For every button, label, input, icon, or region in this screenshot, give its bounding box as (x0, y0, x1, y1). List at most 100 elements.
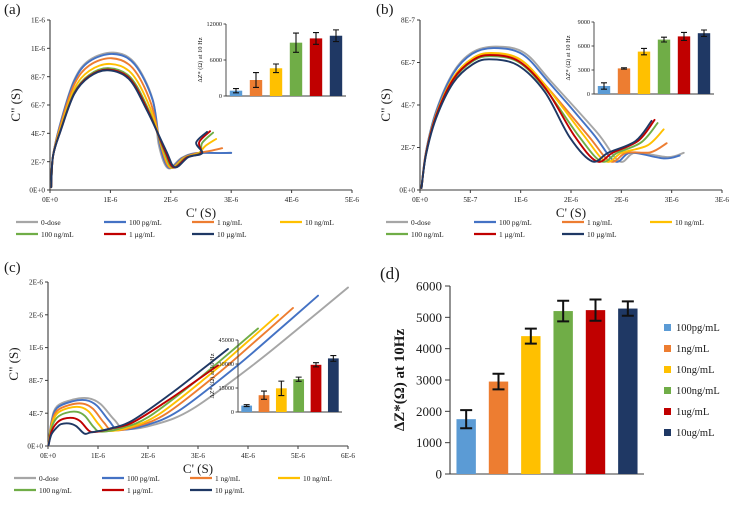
panel-b: (b) 0E+0 2E-7 4E-7 6E-7 8E-7 0E+0 5E-7 1E-6 2E-6… (372, 0, 748, 258)
legend-label: 100 ng/mL (41, 230, 74, 239)
panel-a-chart: 0E+0 2E-7 4E-7 6E-7 8E-7 1E-6 1E-6 0E+0 1E-6 2E-6… (8, 17, 359, 239)
inset-tick-label: 6000 (578, 43, 590, 50)
inset-error-bar (278, 380, 285, 397)
panel-d-label: (d) (380, 264, 400, 283)
x-axis-label: C' (S) (186, 205, 216, 220)
inset-bar (697, 33, 711, 94)
y-tick-label: 1E-6 (29, 344, 43, 352)
series-curve (47, 313, 279, 447)
inset-error-bar (273, 63, 279, 74)
inset-tick-label: 3000 (578, 67, 590, 74)
y-tick-label: 8E-7 (31, 73, 45, 81)
legend-swatch (664, 429, 671, 436)
y-tick-label: 2E-6 (29, 311, 43, 319)
legend-swatch (664, 387, 671, 394)
legend-label: 10 µg/mL (217, 230, 247, 239)
legend-label: 10 ng/mL (303, 474, 332, 483)
panel-d-chart: 0 1000 2000 3000 4000 5000 6000 ΔZ*(Ω) at 10Hz 1… (392, 279, 720, 482)
inset-tick-label: 30000 (219, 361, 234, 368)
x-tick-label: 5E-6 (291, 452, 305, 460)
inset-error-bar (330, 354, 337, 362)
series-curve (47, 348, 229, 447)
inset-tick-label: 45000 (219, 337, 234, 344)
legend-swatch (664, 324, 671, 331)
inset-tick-label: 0 (587, 91, 590, 98)
y-axis-label: ΔZ*(Ω) at 10Hz (392, 329, 408, 432)
y-tick-label: 4000 (416, 341, 442, 356)
series-legend: 0-dose 100 pg/mL 1 ng/mL 10 ng/mL 100 ng/mL 1… (14, 474, 332, 495)
inset-bar-chart: 0 6000 12000 ΔZ* (Ω) at 10 Hz (197, 21, 346, 100)
inset-tick-label: 9000 (578, 19, 590, 26)
x-tick-label: 3E-6 (715, 196, 729, 204)
x-tick-label: 0E+0 (42, 196, 58, 204)
y-tick-label: 8E-7 (29, 377, 43, 385)
panel-b-chart: 0E+0 2E-7 4E-7 6E-7 8E-7 0E+0 5E-7 1E-6 2E-6 2E-6… (378, 17, 729, 239)
x-tick-label: 1E-6 (514, 196, 528, 204)
y-axis-label: C" (S) (6, 347, 21, 380)
inset-error-bar (601, 82, 607, 90)
series-legend: 0-dose 100 pg/mL 1 ng/mL 10 ng/mL 100 ng/mL 1… (16, 218, 334, 239)
y-tick-label: 2E-7 (31, 158, 45, 166)
legend-label: 10ng/mL (676, 365, 715, 376)
x-tick-label: 2E-6 (564, 196, 578, 204)
legend-swatch (664, 366, 671, 373)
y-tick-label: 4E-7 (31, 130, 45, 138)
y-tick-label: 4E-7 (29, 410, 43, 418)
inset-bar (289, 42, 303, 96)
bar (618, 308, 638, 474)
legend-label: 100pg/mL (676, 323, 720, 334)
inset-tick-label: 6000 (210, 57, 222, 64)
inset-error-bar (333, 29, 339, 43)
inset-bar (617, 68, 631, 94)
x-axis-label: C' (S) (183, 461, 213, 476)
bar (521, 336, 541, 474)
inset-bar (327, 358, 339, 412)
inset-tick-label: 15000 (219, 385, 234, 392)
legend-label: 10ug/mL (676, 428, 715, 439)
series-curve (50, 53, 233, 189)
legend-label: 1 µg/mL (499, 230, 525, 239)
inset-error-bar (661, 36, 667, 43)
inset-bar (657, 39, 671, 94)
y-tick-label: 2000 (416, 404, 442, 419)
inset-error-bar (313, 362, 319, 368)
x-tick-label: 1E-6 (91, 452, 105, 460)
y-tick-label: 0 (436, 467, 443, 482)
inset-error-bar (621, 67, 627, 70)
axis-lines (47, 282, 348, 447)
inset-error-bar (295, 376, 302, 382)
x-tick-label: 0E+0 (412, 196, 428, 204)
inset-error-bar (243, 404, 250, 408)
inset-error-bar (701, 29, 707, 37)
inset-bar (275, 388, 287, 412)
legend-label: 1 ng/mL (215, 474, 241, 483)
y-tick-label: 6000 (416, 279, 442, 294)
legend-label: 100ng/mL (676, 386, 720, 397)
x-tick-label: 5E-7 (463, 196, 477, 204)
inset-y-axis-label: ΔZ* (Ω) at 10 Hz (209, 353, 216, 398)
panel-c-chart: 0E+0 4E-7 8E-7 1E-6 2E-6 2E-6 0E+0 1E-6 2E-6 3E-6… (6, 279, 355, 495)
y-tick-label: 0E+0 (27, 443, 43, 451)
x-tick-label: 4E-6 (241, 452, 255, 460)
legend-label: 100 pg/mL (499, 218, 532, 227)
inset-error-bar (293, 32, 299, 53)
inset-error-bar (641, 47, 647, 56)
inset-tick-label: 12000 (207, 21, 222, 28)
y-tick-label: 0E+0 (399, 187, 415, 195)
inset-y-axis-label: ΔZ* (Ω) at 10 Hz (565, 35, 572, 80)
error-bar (621, 300, 634, 317)
series-legend: 0-dose 100 pg/mL 1 ng/mL 10 ng/mL 100 ng/mL 1… (386, 218, 704, 239)
inset-bar (309, 38, 323, 96)
y-tick-label: 4E-7 (401, 102, 415, 110)
inset-error-bar (253, 71, 259, 89)
legend-label: 0-dose (41, 218, 61, 227)
x-tick-label: 3E-6 (224, 196, 238, 204)
error-bar (492, 372, 505, 391)
legend-label: 100 ng/mL (39, 486, 72, 495)
legend-label: 100 ng/mL (411, 230, 444, 239)
x-tick-label: 2E-6 (164, 196, 178, 204)
error-bar (557, 299, 570, 323)
x-tick-label: 3E-6 (191, 452, 205, 460)
inset-bar (597, 86, 611, 94)
inset-bar (258, 395, 270, 412)
